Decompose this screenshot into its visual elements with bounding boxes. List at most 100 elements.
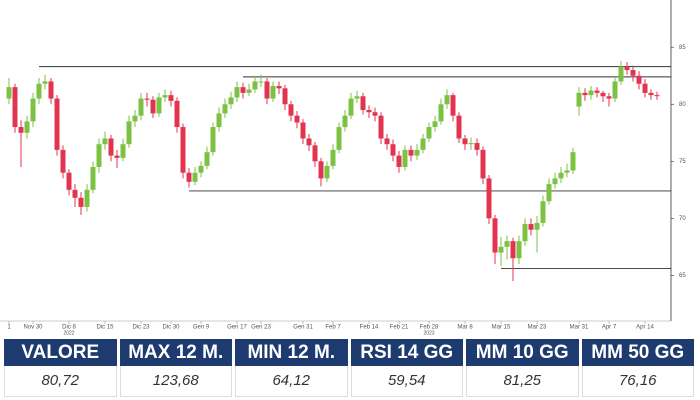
candle-body (438, 104, 444, 122)
x-tick-label: Feb 7 (325, 325, 341, 331)
candle-body (474, 143, 480, 150)
chart: 65 70 75 80 85 1 Nov 30 Dic 8 Dic 15 Dic 23 Dic 30… (0, 0, 686, 336)
candle-body (354, 96, 360, 99)
candle-body (528, 224, 534, 230)
candle-body (180, 127, 186, 173)
candle-body (366, 109, 372, 113)
candle-body (36, 83, 42, 99)
y-tick-label: 80 (679, 102, 686, 108)
candle-body (24, 121, 30, 133)
candle-body (138, 98, 144, 116)
stats-table: VALORE MAX 12 M. MIN 12 M. RSI 14 GG MM 10 G… (4, 339, 694, 397)
candle-body (414, 149, 420, 156)
candle-body (168, 95, 174, 101)
candle-body (408, 149, 414, 156)
candle-body (42, 81, 48, 84)
x-tick-label: Gen 17 (227, 325, 247, 331)
candle-body (492, 218, 498, 253)
candle-body (324, 165, 330, 179)
candle-body (642, 83, 648, 93)
candle-body (102, 138, 108, 145)
candle-body (210, 127, 216, 153)
candle-body (264, 81, 270, 99)
table-header: MIN 12 M. (235, 339, 348, 366)
candle-body (108, 138, 114, 156)
candle-body (150, 99, 156, 114)
candle-body (486, 178, 492, 219)
x-tick-label: Feb 21 (390, 325, 409, 331)
candle-body (570, 152, 576, 171)
candle-body (546, 184, 552, 202)
candle-body (432, 121, 438, 128)
candle-body (450, 95, 456, 116)
candle-body (60, 149, 66, 173)
candle-body (618, 66, 624, 82)
x-tick-label: Dic 30 (162, 325, 180, 331)
candle-body (534, 222, 540, 230)
candle-body (228, 97, 234, 105)
candle-body (252, 81, 258, 90)
candle-body (270, 86, 276, 99)
candle-body (300, 122, 306, 139)
x-tick-label: Mar 23 (528, 325, 547, 331)
candle-body (390, 144, 396, 156)
x-tick-label: Nov 30 (23, 325, 43, 331)
candle-body (522, 224, 528, 242)
candle-body (90, 167, 96, 190)
candle-body (72, 189, 78, 198)
candle-body (288, 104, 294, 116)
candle-body (174, 100, 180, 128)
candle-body (456, 115, 462, 139)
x-tick-label: Feb 28 (420, 325, 439, 331)
candle-body (384, 138, 390, 145)
table-cell: 81,25 (466, 366, 579, 397)
x-tick-label: Gen 23 (251, 325, 271, 331)
candle-body (600, 92, 606, 97)
candle-body (396, 155, 402, 167)
candle-body (78, 197, 84, 207)
x-tick-label: Dic 15 (96, 325, 114, 331)
candle-body (444, 95, 450, 105)
y-tick-label: 75 (679, 159, 686, 165)
table-header: MM 10 GG (466, 339, 579, 366)
candle-body (594, 90, 600, 93)
candle-body (96, 144, 102, 167)
y-tick-label: 85 (679, 45, 686, 51)
candle-body (156, 97, 162, 114)
candle-body (582, 92, 588, 96)
table-cell: 64,12 (235, 366, 348, 397)
candle-body (462, 138, 468, 145)
candle-body (18, 127, 24, 133)
candle-body (372, 112, 378, 116)
candle-body (276, 86, 282, 89)
table-cell: 76,16 (581, 366, 694, 397)
candle-body (240, 87, 246, 93)
candle-body (516, 241, 522, 259)
candle-body (234, 87, 240, 98)
candle-body (12, 87, 18, 128)
candle-body (498, 246, 504, 253)
x-tick-label: Mar 31 (570, 325, 589, 331)
candle-body (426, 127, 432, 139)
x-tick-label: Dic 23 (132, 325, 150, 331)
x-tick-label: Mar 15 (492, 325, 511, 331)
x-tick-label: Dic 8 (62, 325, 76, 331)
candle-body (636, 75, 642, 84)
y-tick-label: 70 (679, 216, 686, 222)
candle-body (330, 149, 336, 166)
candle-body (606, 96, 612, 99)
candle-body (126, 121, 132, 145)
candle-body (48, 81, 54, 99)
x-tick-label: Feb 14 (360, 325, 379, 331)
candle-body (576, 92, 582, 107)
x-tick-label: Gen 31 (293, 325, 313, 331)
candle-body (132, 115, 138, 122)
candle-body (648, 92, 654, 96)
x-tick-label: Gen 9 (193, 325, 210, 331)
candle-body (468, 143, 474, 145)
candle-body (114, 155, 120, 158)
table-cell: 123,68 (119, 366, 232, 397)
candle-body (306, 138, 312, 146)
candle-body (66, 172, 72, 190)
y-tick-label: 65 (679, 273, 686, 279)
